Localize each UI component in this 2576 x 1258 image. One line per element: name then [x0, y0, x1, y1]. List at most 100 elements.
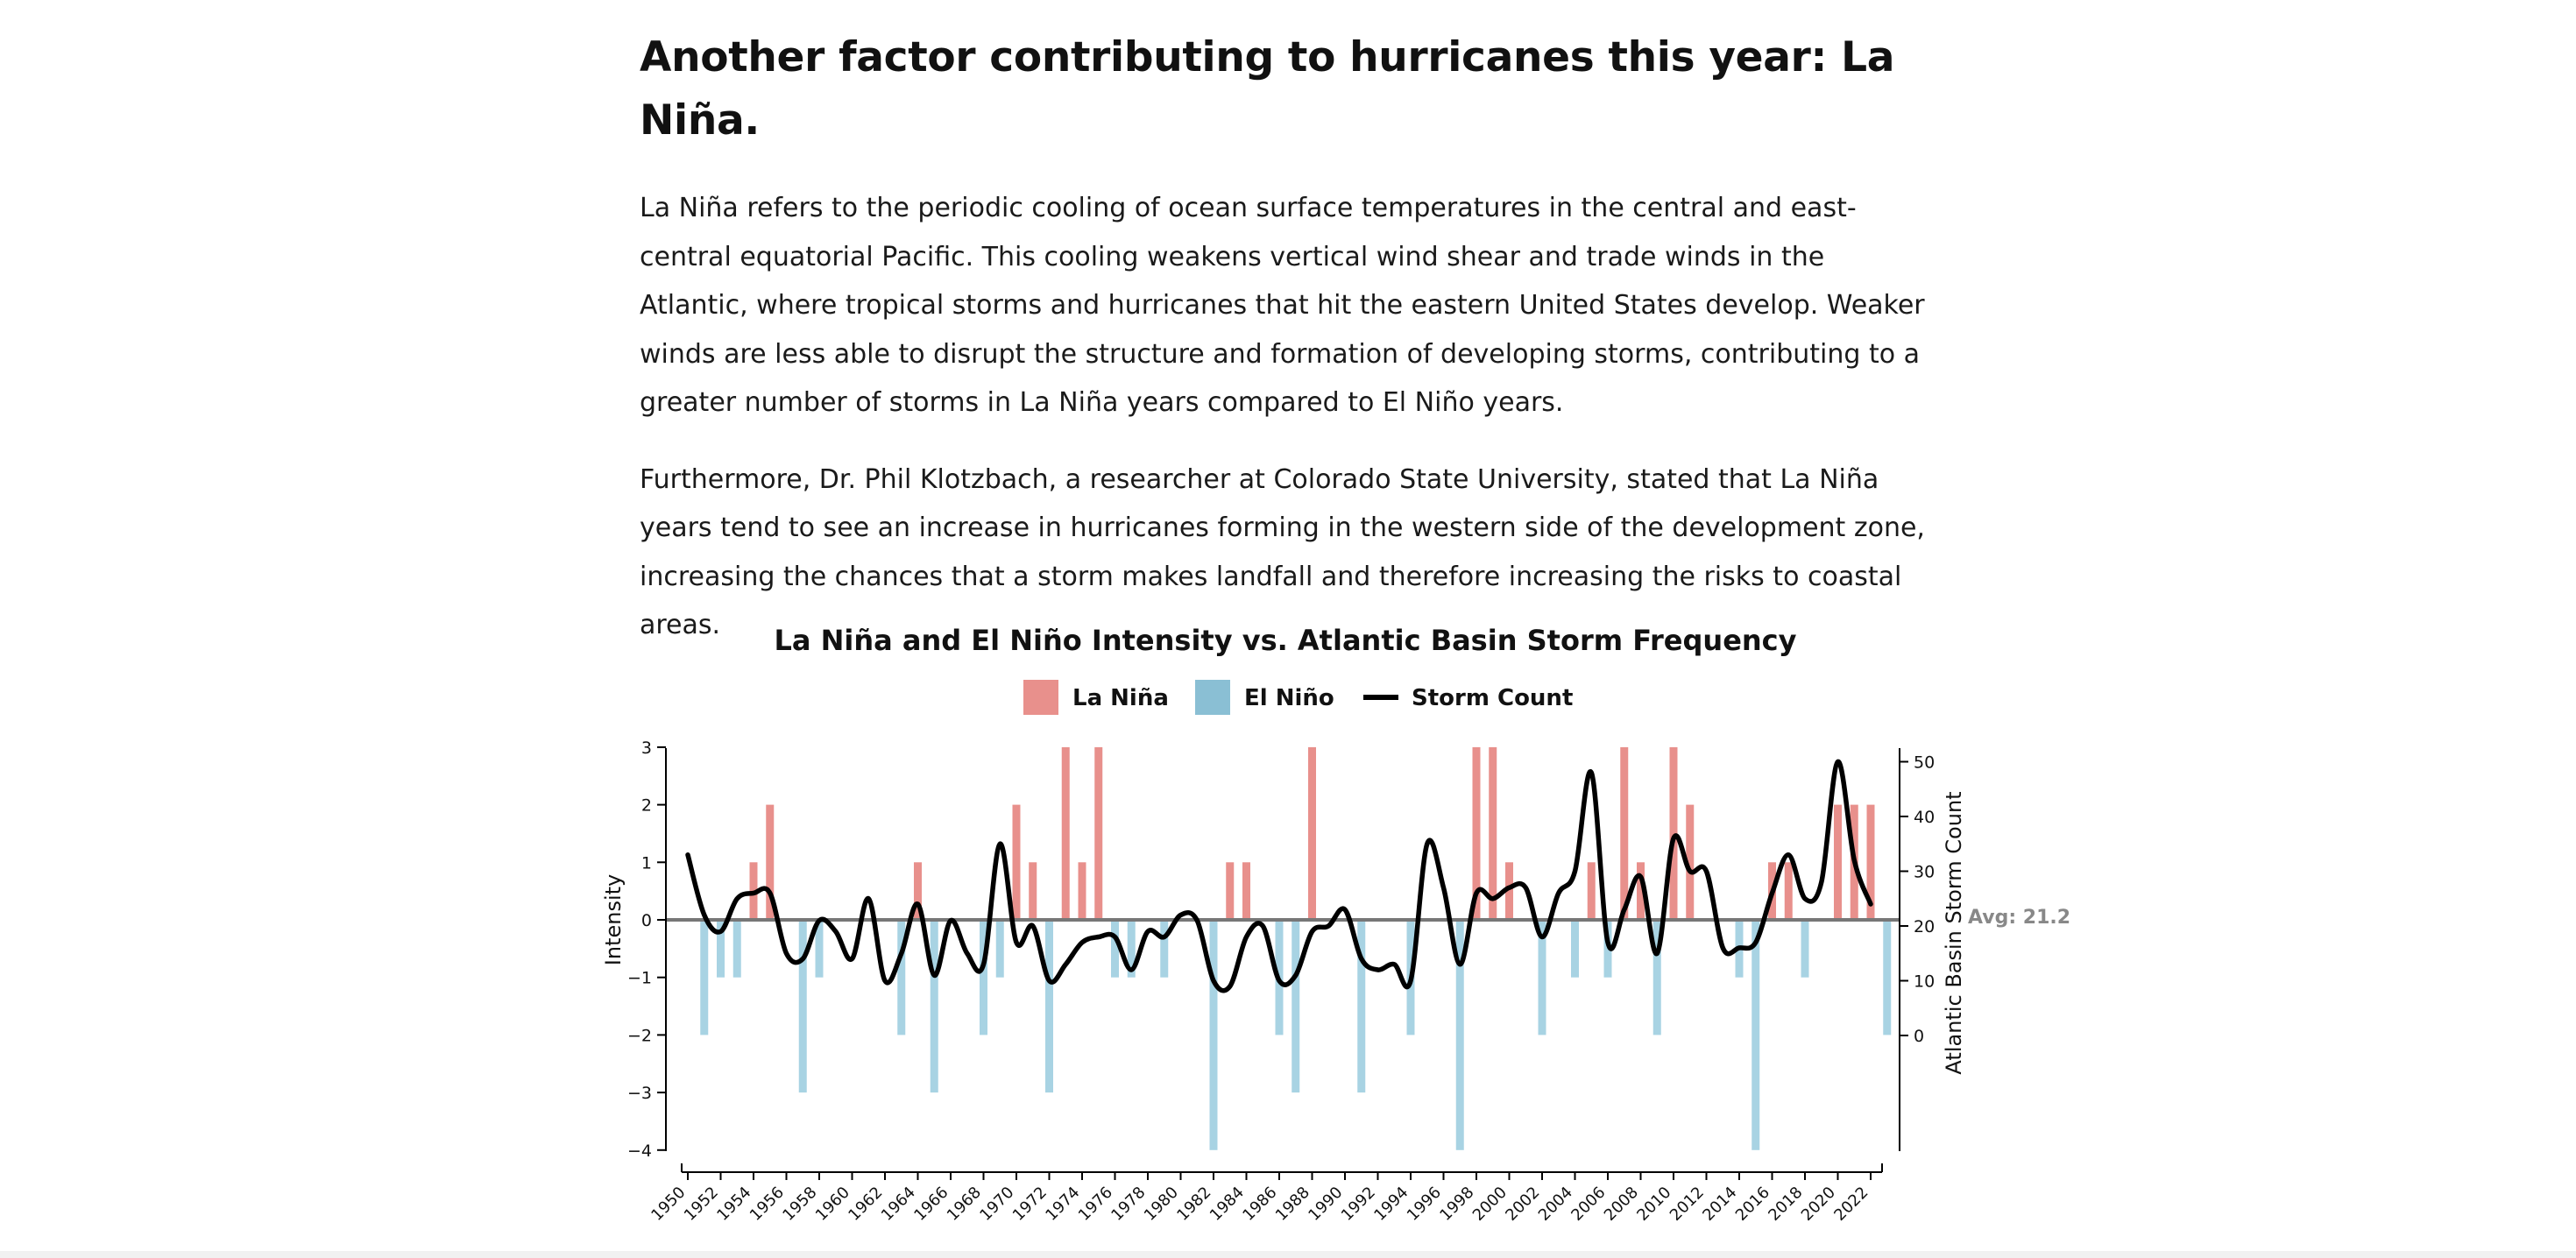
x-tick-label: 1964	[878, 1184, 919, 1225]
legend-label-storm-count: Storm Count	[1412, 685, 1573, 711]
right-tick-label: 20	[1914, 917, 1935, 936]
x-tick-label: 2010	[1633, 1184, 1674, 1225]
la-nina-bar	[1308, 746, 1316, 920]
x-tick-label: 1992	[1338, 1184, 1379, 1225]
el-nino-bar	[995, 920, 1004, 978]
x-axis: 1950195219541956195819601962196419661968…	[648, 1163, 1883, 1225]
legend-label-la-nina: La Niña	[1072, 685, 1169, 711]
la-nina-bar	[1784, 862, 1793, 920]
x-tick-label: 2000	[1469, 1184, 1511, 1225]
x-tick-label: 1998	[1436, 1184, 1477, 1225]
x-tick-label: 2022	[1830, 1184, 1872, 1225]
el-nino-bar	[732, 920, 741, 978]
x-tick-label: 2012	[1667, 1184, 1708, 1225]
la-nina-bar	[1094, 746, 1103, 920]
left-tick-label: 1	[641, 853, 652, 873]
left-tick-label: −1	[627, 969, 652, 988]
x-tick-label: 1974	[1042, 1184, 1083, 1225]
article-heading: Another factor contributing to hurricane…	[640, 33, 1895, 145]
la-nina-bar	[1489, 746, 1497, 920]
left-tick-label: −2	[627, 1026, 652, 1045]
el-nino-bar	[1292, 920, 1300, 1093]
el-nino-bar	[1752, 920, 1760, 1150]
x-tick-label: 2020	[1798, 1184, 1839, 1225]
x-tick-label: 1976	[1075, 1184, 1116, 1225]
la-nina-bar	[1686, 804, 1695, 920]
la-nina-bar	[1637, 862, 1645, 920]
legend-label-el-nino: El Niño	[1244, 685, 1334, 711]
el-nino-bar	[1801, 920, 1809, 978]
left-tick-label: −3	[627, 1084, 652, 1103]
la-nina-bar	[766, 804, 775, 920]
la-nina-bar	[1029, 862, 1037, 920]
la-nina-bar	[1587, 862, 1596, 920]
el-nino-bar	[930, 920, 938, 1093]
x-tick-label: 2006	[1568, 1184, 1609, 1225]
article: Another factor contributing to hurricane…	[640, 26, 1936, 650]
right-tick-label: 30	[1914, 863, 1935, 882]
x-tick-label: 1986	[1239, 1184, 1280, 1225]
el-nino-bar	[1571, 920, 1579, 978]
el-nino-bar	[1883, 920, 1892, 1035]
left-tick-label: 3	[641, 739, 652, 758]
left-tick-label: 0	[641, 911, 652, 930]
el-nino-bar	[717, 920, 725, 978]
right-tick-label: 50	[1914, 753, 1935, 773]
bottom-edge	[0, 1251, 2576, 1258]
storm-count-line	[685, 759, 1873, 993]
la-nina-bar	[914, 862, 922, 920]
x-tick-label: 1954	[713, 1184, 754, 1225]
x-tick-label: 1960	[812, 1184, 853, 1225]
x-tick-label: 2014	[1699, 1184, 1740, 1225]
legend-swatch-la-nina	[1023, 680, 1058, 715]
x-tick-label: 1956	[747, 1184, 788, 1225]
article-paragraph: Furthermore, Dr. Phil Klotzbach, a resea…	[640, 463, 1925, 641]
x-tick-label: 1990	[1305, 1184, 1346, 1225]
x-tick-label: 1978	[1108, 1184, 1149, 1225]
el-nino-bar	[1160, 920, 1169, 978]
left-tick-label: −4	[627, 1141, 652, 1161]
x-tick-label: 1980	[1141, 1184, 1182, 1225]
x-tick-label: 1996	[1404, 1184, 1445, 1225]
x-tick-label: 1982	[1173, 1184, 1214, 1225]
chart-title: La Niña and El Niño Intensity vs. Atlant…	[774, 624, 1796, 657]
x-tick-label: 1950	[648, 1184, 689, 1225]
la-nina-bar	[1834, 804, 1842, 920]
el-nino-bar	[815, 920, 824, 978]
la-nina-bar	[1242, 862, 1250, 920]
el-nino-bar	[980, 920, 987, 1035]
x-tick-label: 2018	[1765, 1184, 1806, 1225]
x-tick-label: 1958	[779, 1184, 820, 1225]
x-tick-label: 1952	[681, 1184, 722, 1225]
la-nina-bar	[1620, 746, 1629, 920]
right-axis: 50 40 30 20 10 0	[1899, 748, 1935, 1151]
x-tick-label: 1966	[910, 1184, 952, 1225]
el-nino-bar	[1357, 920, 1366, 1093]
article-paragraph: La Niña refers to the periodic cooling o…	[640, 193, 1925, 418]
x-tick-label: 2004	[1535, 1184, 1576, 1225]
el-nino-bar	[897, 920, 906, 1035]
right-tick-label: 0	[1914, 1027, 1924, 1046]
el-nino-bar	[798, 920, 807, 1093]
x-tick-label: 1968	[944, 1184, 985, 1225]
la-nina-bar	[1012, 804, 1021, 920]
average-label: Avg: 21.2	[1968, 907, 2070, 929]
el-nino-bar	[1652, 920, 1661, 1035]
right-tick-label: 10	[1914, 972, 1935, 992]
left-tick-label: 2	[641, 796, 652, 816]
el-nino-bar	[1538, 920, 1546, 1035]
la-nina-bar	[1669, 746, 1678, 920]
right-tick-label: 40	[1914, 808, 1935, 827]
legend-swatch-el-nino	[1195, 680, 1230, 715]
x-tick-label: 1984	[1207, 1184, 1248, 1225]
x-tick-label: 2002	[1502, 1184, 1543, 1225]
la-nina-bar	[1505, 862, 1513, 920]
left-axis: 3 2 1 0 −1 −2 −3 −4	[627, 739, 667, 1161]
la-nina-bar	[1226, 862, 1235, 920]
el-nino-bar	[1455, 920, 1464, 1150]
el-nino-bar	[1127, 920, 1136, 978]
la-nina-bar	[1472, 746, 1481, 920]
x-tick-label: 1972	[1009, 1184, 1051, 1225]
la-nina-bar	[1061, 746, 1070, 920]
